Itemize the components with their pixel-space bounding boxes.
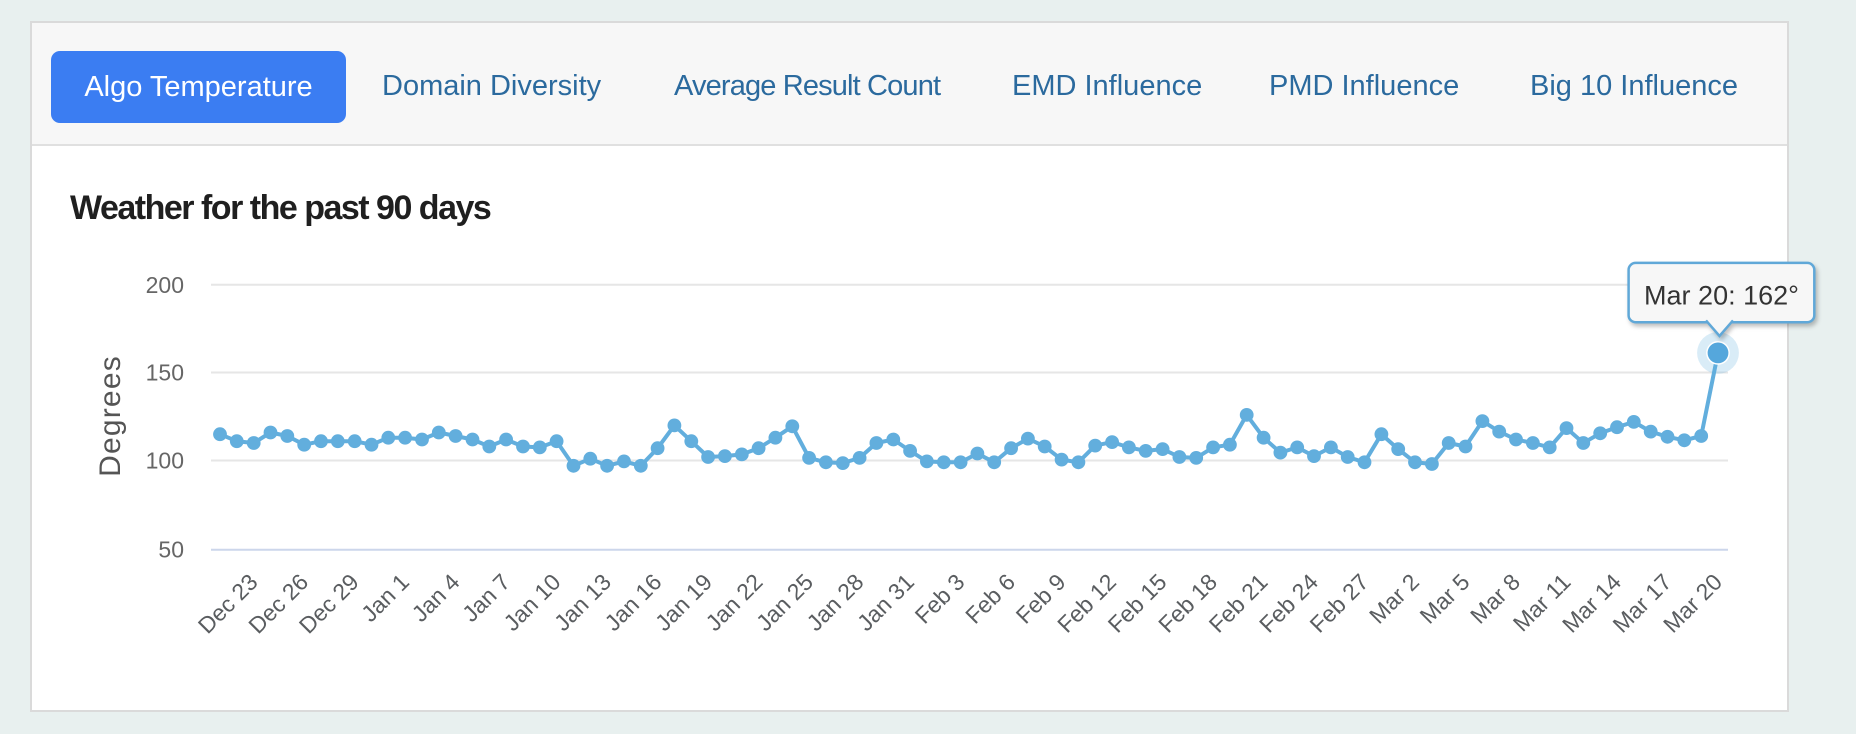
svg-text:Mar 2: Mar 2 (1364, 569, 1424, 629)
svg-text:200: 200 (146, 272, 184, 298)
svg-text:Jan 13: Jan 13 (549, 569, 616, 636)
svg-text:Jan 22: Jan 22 (700, 569, 767, 636)
svg-text:Jan 25: Jan 25 (751, 569, 818, 636)
svg-text:Feb 3: Feb 3 (910, 569, 970, 629)
svg-text:150: 150 (146, 360, 184, 386)
svg-text:Mar 20: 162°: Mar 20: 162° (1644, 281, 1799, 311)
svg-text:Jan 10: Jan 10 (498, 569, 565, 636)
svg-text:Jan 4: Jan 4 (406, 569, 464, 627)
svg-text:100: 100 (146, 448, 184, 474)
svg-text:Jan 1: Jan 1 (356, 569, 414, 627)
svg-text:Jan 16: Jan 16 (599, 569, 666, 636)
svg-text:Degrees: Degrees (94, 355, 127, 477)
svg-text:Jan 31: Jan 31 (852, 569, 919, 636)
svg-text:50: 50 (158, 537, 184, 563)
svg-text:Mar 5: Mar 5 (1415, 569, 1475, 629)
svg-text:Jan 28: Jan 28 (801, 569, 868, 636)
svg-text:Feb 6: Feb 6 (960, 569, 1020, 629)
svg-text:Jan 19: Jan 19 (650, 569, 717, 636)
